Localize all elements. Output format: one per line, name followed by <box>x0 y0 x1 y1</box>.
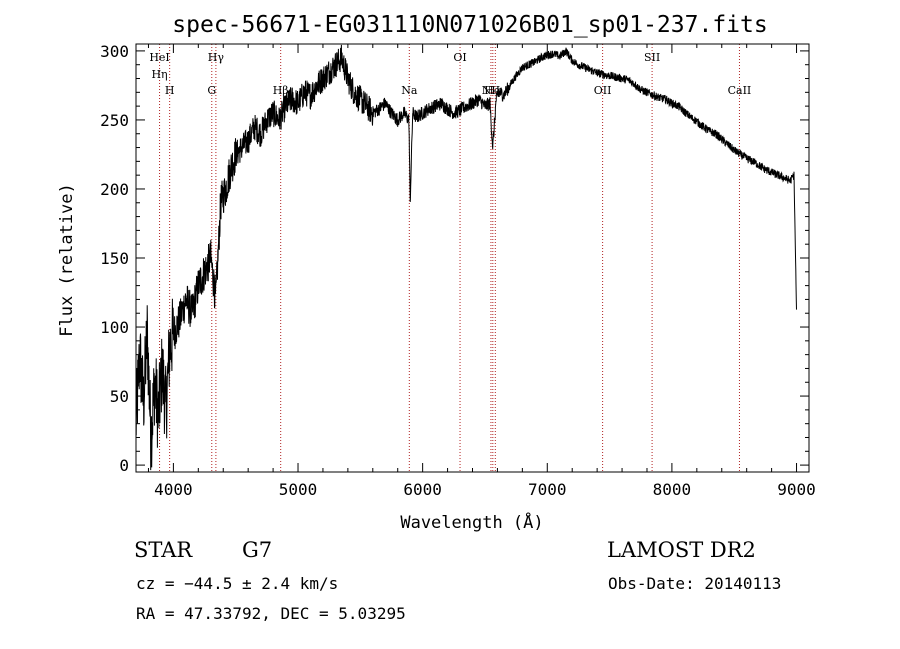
line-label-bottom-10: OII <box>594 84 612 97</box>
plot-frame <box>135 43 810 473</box>
object-class: STAR <box>134 538 193 562</box>
y-tick-label: 100 <box>100 318 129 337</box>
y-tick-label: 50 <box>110 387 129 406</box>
axis-ticks: 4000 5000 6000 7000 8000 9000 0 50 100 150 200 250 3… <box>100 42 816 499</box>
y-tick-label: 300 <box>100 42 129 61</box>
x-tick-label: 7000 <box>528 480 567 499</box>
line-label-bottom-5: Na <box>401 84 418 97</box>
line-label-bottom-2: G <box>207 84 216 97</box>
line-label-top-11: SII <box>644 51 660 64</box>
line-label-top-6: OI <box>453 51 466 64</box>
x-tick-label: 4000 <box>154 480 193 499</box>
line-label-bottom-7: NII <box>482 84 500 97</box>
y-axis-label: Flux (relative) <box>57 183 77 337</box>
object-subclass: G7 <box>242 538 273 562</box>
line-label-top-0: HeI <box>149 51 169 64</box>
x-tick-label: 5000 <box>279 480 318 499</box>
flux-series-line <box>135 44 797 471</box>
x-tick-label: 8000 <box>653 480 692 499</box>
line-label-top-3: Hγ <box>208 51 225 64</box>
redshift-value: cz = −44.5 ± 2.4 km/s <box>136 574 339 593</box>
x-tick-label: 6000 <box>403 480 442 499</box>
observation-date: Obs-Date: 20140113 <box>608 574 782 593</box>
y-tick-label: 150 <box>100 249 129 268</box>
coordinates: RA = 47.33792, DEC = 5.03295 <box>136 604 406 623</box>
line-label-bottom-12: CaII <box>728 84 752 97</box>
y-tick-label: 250 <box>100 111 129 130</box>
survey-name: LAMOST DR2 <box>607 538 756 562</box>
chart-title: spec-56671-EG031110N071026B01_sp01-237.f… <box>172 12 767 38</box>
x-axis-label: Wavelength (Å) <box>400 511 543 533</box>
line-label-bottom-4: Hβ <box>273 84 289 97</box>
line-label-bottom-0: Hη <box>151 68 167 81</box>
y-tick-label: 200 <box>100 180 129 199</box>
y-tick-label: 0 <box>119 456 129 475</box>
line-label-bottom-1: H <box>165 84 175 97</box>
x-tick-label: 9000 <box>777 480 816 499</box>
